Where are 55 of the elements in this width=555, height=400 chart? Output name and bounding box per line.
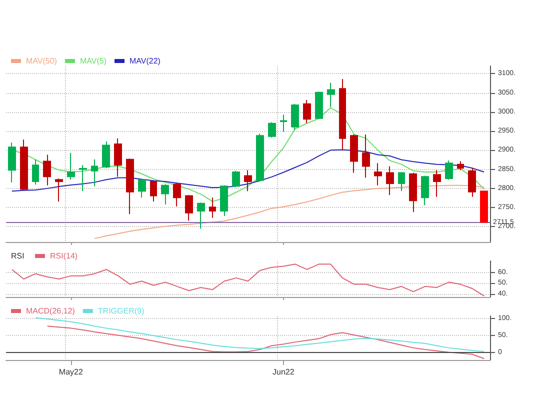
candlestick	[138, 178, 146, 198]
chart-title: RSI	[11, 252, 24, 260]
candlestick	[327, 82, 335, 108]
candlestick	[386, 166, 394, 196]
candlestick	[374, 162, 382, 186]
candlestick	[67, 152, 75, 180]
candlestick	[468, 168, 476, 198]
candlestick	[409, 172, 417, 213]
candlestick	[280, 114, 287, 132]
candlestick	[220, 184, 228, 216]
candlestick	[421, 175, 429, 206]
candlestick	[457, 160, 464, 171]
candlestick	[209, 197, 216, 218]
line-series	[94, 184, 485, 240]
candlestick	[256, 133, 264, 182]
candlestick	[350, 134, 358, 174]
candlestick	[303, 100, 311, 124]
line-series	[35, 317, 485, 352]
candlestick	[268, 122, 276, 138]
line-series	[11, 264, 485, 296]
candlestick	[185, 194, 193, 222]
candlestick	[150, 180, 157, 202]
line-series	[11, 149, 485, 192]
candlestick	[197, 202, 205, 230]
line-series	[46, 326, 485, 360]
legend-label: MAV(22)	[129, 56, 161, 66]
candlestick	[433, 170, 441, 198]
candlestick	[55, 178, 63, 202]
candlestick	[232, 170, 240, 188]
candlestick	[161, 184, 169, 206]
candlestick	[291, 103, 299, 130]
candlestick	[480, 190, 488, 223]
candlestick	[102, 140, 110, 169]
candlestick	[91, 158, 98, 187]
x-tick-label: Jun22	[272, 368, 295, 376]
legend-label: RSI(14)	[50, 252, 78, 260]
candlestick	[8, 142, 16, 183]
candlestick	[445, 160, 453, 180]
x-tick-label: May22	[58, 368, 84, 376]
candlestick	[20, 138, 28, 191]
candlestick	[398, 171, 405, 192]
candlestick	[114, 138, 122, 178]
candlestick	[362, 134, 370, 178]
candlestick	[32, 158, 39, 186]
legend-label: TRIGGER(9)	[98, 306, 144, 316]
candlestick	[126, 158, 134, 215]
candlestick	[339, 78, 346, 150]
candlestick	[315, 91, 323, 120]
legend-label: MACD(26,12)	[26, 306, 76, 316]
candlestick	[43, 154, 51, 186]
legend-label: MAV(50)	[26, 56, 58, 66]
candlestick	[79, 164, 87, 192]
legend-label: MAV(5)	[80, 56, 107, 66]
candlestick	[173, 182, 181, 207]
candlestick	[244, 170, 252, 192]
